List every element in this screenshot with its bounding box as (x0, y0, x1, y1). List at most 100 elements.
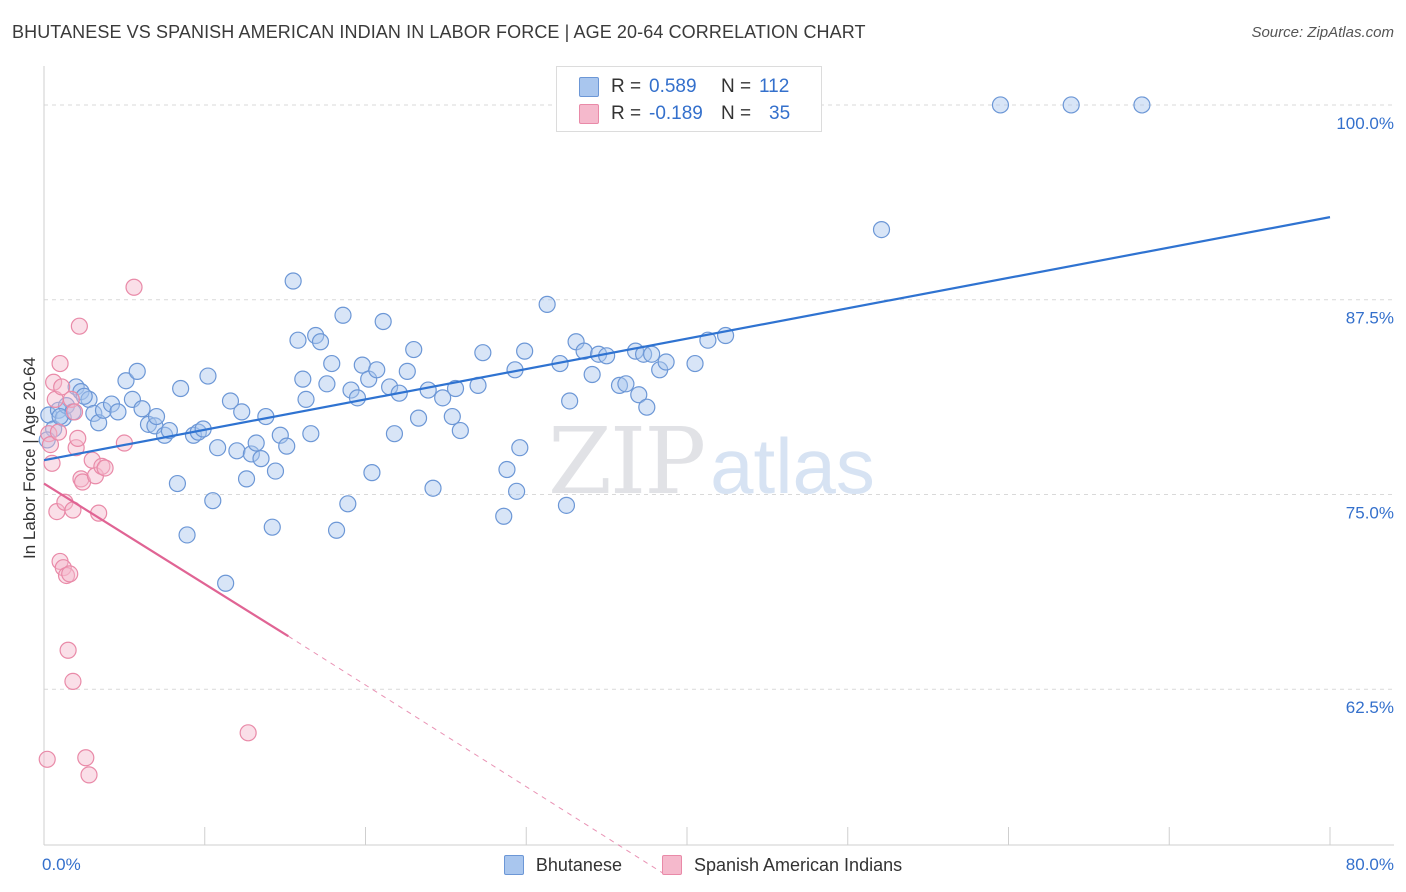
legend-n-value: 112 (759, 76, 790, 97)
bhutanese-point (368, 361, 386, 379)
bhutanese-point (237, 470, 256, 488)
y-tick-label: 62.5% (1346, 698, 1394, 717)
spanish-american-indians-point (59, 641, 77, 659)
spanish-american-indians-point (61, 565, 79, 583)
legend-swatch-blue (579, 77, 599, 97)
correlation-legend: R = 0.589 N = 112 R = -0.189 N = 35 (556, 66, 822, 132)
bhutanese-point (508, 482, 526, 500)
bhutanese-point (109, 403, 127, 421)
legend-swatch-pink (579, 104, 599, 124)
bhutanese-point (339, 495, 357, 513)
bhutanese-point (199, 367, 217, 385)
legend-n-label: N = (721, 103, 752, 124)
bhutanese-point (617, 375, 635, 393)
legend-label-bhutanese: Bhutanese (535, 854, 622, 875)
bhutanese-point (133, 400, 151, 418)
y-tick-label: 87.5% (1346, 309, 1394, 328)
bhutanese-point (583, 365, 601, 384)
legend-r-value: -0.189 (649, 103, 703, 124)
spanish-american-indians-point (70, 317, 88, 335)
bhutanese-point (266, 462, 285, 480)
bhutanese-point (178, 526, 196, 544)
bhutanese-point (228, 442, 246, 460)
legend-label-spanish-american-indians: Spanish American Indians (693, 854, 903, 875)
bhutanese-point (75, 387, 93, 405)
bhutanese-point (318, 375, 336, 393)
bhutanese-point (419, 381, 437, 399)
bhutanese-point (398, 362, 416, 380)
bhutanese-point (498, 460, 516, 479)
bhutanese-point (51, 407, 69, 426)
spanish-american-indians-point (45, 373, 63, 391)
bhutanese-point (284, 272, 302, 290)
x-tick-label: 0.0% (42, 855, 81, 874)
bhutanese-point (405, 340, 423, 359)
bhutanese-point (446, 379, 465, 398)
watermark-zip: ZIP (548, 408, 706, 515)
bhutanese-point (271, 426, 289, 444)
bhutanese-point (247, 434, 265, 452)
bhutanese-point (424, 479, 442, 497)
legend-swatch-blue (503, 855, 524, 875)
bhutanese-point (657, 353, 675, 371)
bhutanese-point (630, 386, 648, 404)
bhutanese-point (610, 376, 629, 394)
legend-n-label: N = (721, 76, 752, 97)
bhutanese-point (233, 403, 251, 421)
bhutanese-point (128, 362, 146, 380)
legend-r-label: R = (611, 103, 642, 124)
legend-swatch-pink (661, 855, 682, 875)
legend-r-value: 0.589 (649, 76, 697, 97)
chart-title: BHUTANESE VS SPANISH AMERICAN INDIAN IN … (12, 22, 866, 42)
spanish-american-indians-point (41, 435, 60, 454)
legend-item-bhutanese: Bhutanese (503, 854, 622, 876)
spanish-american-indians-point (53, 378, 71, 396)
spanish-american-indians-point (125, 278, 143, 296)
y-tick-label: 100.0% (1336, 114, 1394, 133)
bhutanese-point (294, 370, 312, 388)
bhutanese-point (872, 220, 891, 239)
source-credit: Source: ZipAtlas.com (1251, 24, 1394, 41)
bhutanese-point (221, 392, 240, 410)
spanish-american-indians-point (239, 724, 257, 742)
bhutanese-point (409, 409, 428, 427)
spanish-american-indians-point (65, 403, 84, 421)
y-tick-label: 75.0% (1346, 503, 1394, 522)
bhutanese-point (686, 354, 704, 373)
bhutanese-point (538, 295, 556, 313)
legend-row-bhutanese: R = 0.589 N = 112 (579, 75, 789, 99)
bhutanese-point (443, 407, 461, 426)
bhutanese-point (297, 390, 315, 409)
bhutanese-point (117, 372, 135, 390)
bhutanese-point (561, 392, 579, 410)
watermark-atlas: atlas (710, 422, 875, 510)
bhutanese-point (278, 437, 296, 455)
spanish-american-indians-point (38, 750, 56, 768)
bhutanese-point (311, 333, 330, 351)
spanish-american-indians-trend-extension (288, 635, 668, 877)
bhutanese-point (147, 407, 166, 426)
bhutanese-point (85, 404, 103, 423)
bhutanese-point (242, 445, 260, 463)
spanish-american-indians-point (64, 672, 82, 691)
watermark: ZIPatlas (548, 408, 875, 515)
bhutanese-point (516, 342, 534, 360)
spanish-american-indians-point (69, 429, 87, 447)
bhutanese-point (1133, 96, 1151, 114)
bhutanese-point (638, 398, 656, 416)
bhutanese-point (385, 425, 404, 443)
x-tick-label: 80.0% (1346, 855, 1394, 874)
bhutanese-point (374, 312, 392, 331)
bhutanese-point (289, 331, 307, 349)
bhutanese-point (1062, 96, 1080, 114)
spanish-american-indians-point (80, 766, 98, 784)
bhutanese-point (991, 96, 1010, 114)
bhutanese-point (327, 521, 346, 539)
bhutanese-point (263, 518, 281, 536)
spanish-american-indians-point (77, 749, 95, 767)
bhutanese-point (217, 574, 235, 592)
legend-item-spanish-american-indians: Spanish American Indians (661, 854, 903, 876)
spanish-american-indians-point (51, 354, 69, 373)
bhutanese-point (557, 496, 576, 514)
